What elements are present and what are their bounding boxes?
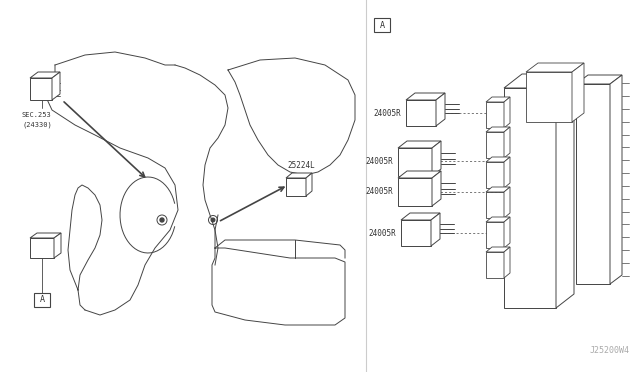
Bar	[576, 84, 610, 284]
Bar	[486, 192, 504, 218]
Polygon shape	[286, 173, 312, 178]
Polygon shape	[526, 63, 584, 72]
Polygon shape	[436, 93, 445, 126]
Bar	[406, 100, 436, 126]
Text: 24005R: 24005R	[373, 109, 401, 118]
Polygon shape	[432, 171, 441, 206]
Bar	[398, 148, 432, 176]
Bar	[398, 178, 432, 206]
Polygon shape	[486, 247, 510, 252]
Bar	[286, 178, 306, 196]
Polygon shape	[504, 97, 510, 128]
Circle shape	[160, 218, 164, 222]
Polygon shape	[486, 187, 510, 192]
Polygon shape	[486, 97, 510, 102]
Polygon shape	[52, 72, 60, 100]
Polygon shape	[556, 74, 574, 308]
Polygon shape	[431, 213, 440, 246]
Bar	[504, 88, 556, 308]
Polygon shape	[398, 141, 441, 148]
Polygon shape	[54, 233, 61, 258]
Text: SEC.253: SEC.253	[22, 112, 52, 118]
Text: 25224L: 25224L	[287, 161, 315, 170]
Polygon shape	[504, 217, 510, 248]
Bar	[30, 238, 54, 258]
Bar	[526, 72, 572, 122]
Polygon shape	[486, 157, 510, 162]
Polygon shape	[504, 127, 510, 158]
Circle shape	[211, 218, 215, 222]
Polygon shape	[401, 213, 440, 220]
Bar	[486, 132, 504, 158]
Polygon shape	[572, 63, 584, 122]
Polygon shape	[486, 217, 510, 222]
Polygon shape	[504, 247, 510, 278]
Polygon shape	[432, 141, 441, 176]
Polygon shape	[398, 171, 441, 178]
Text: J25200W4: J25200W4	[590, 346, 630, 355]
Text: 24005R: 24005R	[365, 157, 393, 167]
Polygon shape	[504, 157, 510, 188]
Bar	[486, 252, 504, 278]
Text: (24330): (24330)	[22, 121, 52, 128]
Text: 24005R: 24005R	[368, 228, 396, 237]
Polygon shape	[406, 93, 445, 100]
Text: A: A	[40, 295, 45, 305]
Polygon shape	[306, 173, 312, 196]
Bar	[34, 293, 50, 307]
Bar	[486, 102, 504, 128]
Bar	[486, 162, 504, 188]
Bar	[30, 78, 52, 100]
Polygon shape	[504, 187, 510, 218]
Bar	[401, 220, 431, 246]
Polygon shape	[610, 75, 622, 284]
Bar	[374, 18, 390, 32]
Polygon shape	[576, 75, 622, 84]
Polygon shape	[30, 233, 61, 238]
Bar	[486, 222, 504, 248]
Polygon shape	[30, 72, 60, 78]
Polygon shape	[486, 127, 510, 132]
Text: A: A	[380, 20, 385, 29]
Polygon shape	[504, 74, 574, 88]
Text: 24005R: 24005R	[365, 187, 393, 196]
